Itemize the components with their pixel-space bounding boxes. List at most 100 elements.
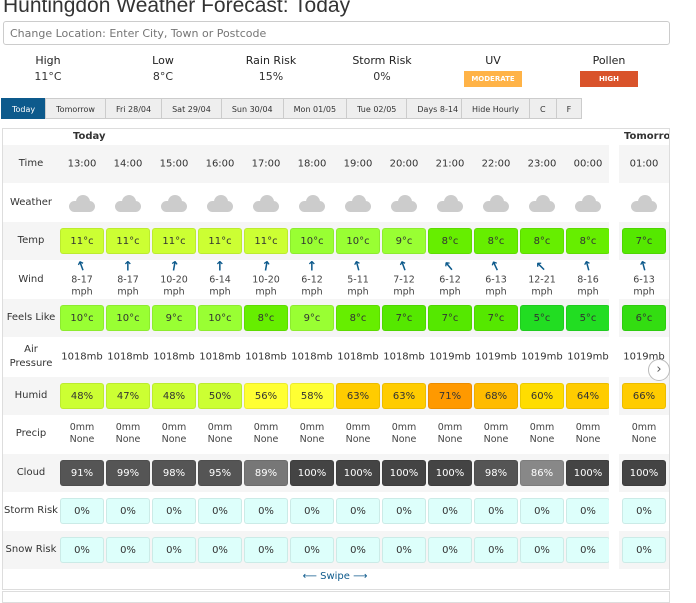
precip-amount: 0mm bbox=[529, 422, 555, 434]
wind-cell: ↑ 8-16 mph bbox=[566, 258, 610, 298]
temp-cell: 9°c bbox=[382, 228, 426, 255]
storm-value: 0% bbox=[244, 498, 288, 525]
temp-value: 8°c bbox=[566, 228, 610, 255]
storm-cell: 0% bbox=[474, 498, 518, 525]
cloud-cell: 89% bbox=[244, 459, 288, 486]
feels-value: 8°c bbox=[336, 305, 380, 332]
summary-value: MODERATE bbox=[448, 70, 538, 87]
wind-arrow-icon: ↑ bbox=[122, 259, 134, 275]
storm-cell: 0% bbox=[382, 498, 426, 525]
cloud-value: 100% bbox=[428, 459, 472, 486]
pressure-value: 1018mb bbox=[245, 351, 287, 363]
wind-cell: ↑ 7-12 mph bbox=[382, 258, 426, 298]
wind-speed: 6-12 bbox=[439, 274, 461, 286]
weather-cell bbox=[198, 194, 242, 212]
row-temp: Temp 11°c 11°c 11°c 11°c 11°c 10°c 10°c 9°c 8°c 8°… bbox=[3, 222, 670, 261]
feels-value: 7°c bbox=[428, 305, 472, 332]
column-divider bbox=[609, 299, 619, 338]
feels-cell: 7°c bbox=[474, 305, 518, 332]
column-divider bbox=[609, 183, 619, 222]
summary-label: Storm Risk bbox=[352, 54, 412, 67]
temp-cell-partial bbox=[669, 228, 670, 254]
wind-cell: ↑ 8-17 mph bbox=[106, 259, 150, 298]
wind-speed: 6-13 bbox=[633, 274, 655, 286]
storm-value: 0% bbox=[520, 498, 564, 525]
tab-mon-01-05[interactable]: Mon 01/05 bbox=[282, 98, 348, 119]
feels-cell-partial bbox=[669, 305, 670, 331]
tab-fri-28-04[interactable]: Fri 28/04 bbox=[104, 98, 163, 119]
feels-cell: 8°c bbox=[336, 305, 380, 332]
temp-value: 9°c bbox=[382, 228, 426, 255]
location-search-input[interactable] bbox=[3, 21, 670, 45]
option-c[interactable]: C bbox=[529, 98, 557, 119]
time-cell: 15:00 bbox=[152, 159, 196, 170]
feels-value: 7°c bbox=[474, 305, 518, 332]
tab-tomorrow[interactable]: Tomorrow bbox=[45, 98, 106, 119]
wind-cell: ↑ 10-20 mph bbox=[152, 258, 196, 298]
tab-days-8-14[interactable]: Days 8-14 bbox=[406, 98, 470, 119]
wind-speed: 8-17 bbox=[117, 274, 139, 286]
time-value: 23:00 bbox=[527, 158, 557, 170]
storm-value: 0% bbox=[474, 498, 518, 525]
temp-cell: 11°c bbox=[60, 228, 104, 255]
storm-cell-partial bbox=[669, 498, 670, 524]
pressure-value: 1018mb bbox=[199, 351, 241, 363]
summary-rain-risk: Rain Risk 15% bbox=[226, 54, 316, 83]
column-divider bbox=[609, 376, 619, 415]
weather-cell bbox=[566, 194, 610, 212]
summary-label: UV bbox=[485, 54, 501, 67]
cloud-value: 98% bbox=[474, 459, 518, 486]
temp-cell: 8°c bbox=[474, 228, 518, 255]
arrow-right-icon: ⟶ bbox=[349, 571, 368, 582]
row-snow: Snow Risk 0% 0% 0% 0% 0% 0% 0% 0% 0% 0% 0% 0% 0% bbox=[3, 531, 669, 569]
cloud-cell: 100% bbox=[290, 459, 334, 486]
tab-sat-29-04[interactable]: Sat 29/04 bbox=[161, 98, 222, 119]
row-label-snow: Snow Risk bbox=[5, 544, 57, 555]
wind-unit: mph bbox=[347, 286, 369, 298]
wind-speed: 8-17 bbox=[71, 274, 93, 286]
storm-cell: 0% bbox=[152, 498, 196, 525]
day-tabs: Today Tomorrow Fri 28/04 Sat 29/04 Sun 30/04… bbox=[1, 98, 470, 119]
time-cell: 22:00 bbox=[474, 159, 518, 170]
storm-cell: 0% bbox=[290, 498, 334, 525]
precip-type: None bbox=[631, 434, 657, 446]
option-hide-hourly[interactable]: Hide Hourly bbox=[461, 98, 531, 119]
cloud-icon bbox=[251, 194, 281, 212]
tab-sun-30-04[interactable]: Sun 30/04 bbox=[220, 98, 284, 119]
cloud-icon bbox=[159, 194, 189, 212]
pressure-cell: 1018mb bbox=[106, 352, 150, 363]
precip-cell: 0mm None bbox=[382, 422, 426, 446]
wind-speed: 6-14 bbox=[209, 274, 231, 286]
humid-cell: 68% bbox=[474, 382, 518, 409]
time-cell: 20:00 bbox=[382, 159, 426, 170]
precip-cell: 0mm None bbox=[290, 422, 334, 446]
row-label-pressure: Air Pressure bbox=[9, 344, 53, 369]
time-value: 01:00 bbox=[629, 158, 659, 170]
pressure-value: 1018mb bbox=[61, 351, 103, 363]
row-wind: Wind ↑ 8-17 mph ↑ 8-17 mph ↑ 10-20 mph ↑ 6-14 mph ↑ 10… bbox=[3, 258, 669, 299]
snow-value: 0% bbox=[60, 537, 104, 563]
temp-value: 8°c bbox=[520, 228, 564, 255]
cloud-cell: 98% bbox=[474, 459, 518, 486]
next-arrow-button[interactable]: › bbox=[648, 359, 670, 381]
tab-tue-02-05[interactable]: Tue 02/05 bbox=[346, 98, 408, 119]
wind-speed: 10-20 bbox=[160, 274, 188, 286]
row-pressure: Air Pressure 1018mb 1018mb 1018mb 1018mb 1018… bbox=[3, 338, 669, 376]
wind-cell: ↑ 10-20 mph bbox=[244, 258, 288, 298]
cloud-icon bbox=[343, 194, 373, 212]
time-cell: 23:00 bbox=[520, 159, 564, 170]
column-divider bbox=[609, 222, 619, 261]
pressure-cell: 1019mb bbox=[566, 352, 610, 363]
humid-value: 66% bbox=[622, 382, 666, 409]
row-label-time: Time bbox=[18, 158, 44, 169]
humid-value: 60% bbox=[520, 382, 564, 409]
weather-cell bbox=[244, 194, 288, 212]
row-label-storm: Storm Risk bbox=[4, 505, 58, 517]
temp-cell: 11°c bbox=[106, 228, 150, 255]
temp-cell: 10°c bbox=[336, 228, 380, 255]
tab-today[interactable]: Today bbox=[1, 98, 47, 119]
column-divider bbox=[609, 145, 619, 183]
humid-cell: 58% bbox=[290, 382, 334, 409]
option-f[interactable]: F bbox=[555, 98, 583, 119]
row-label-humid: Humid bbox=[14, 389, 48, 401]
